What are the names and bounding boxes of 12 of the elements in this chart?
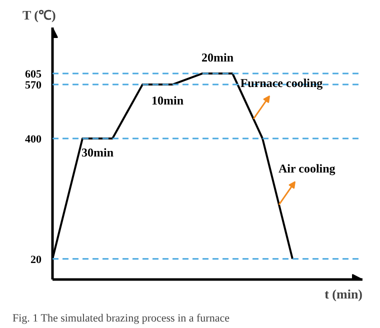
caption: Fig. 1 The simulated brazing process in a furnace <box>12 312 230 324</box>
y-tick-label: 570 <box>25 80 42 92</box>
annotation: Furnace cooling <box>240 76 323 90</box>
y-tick-label: 605 <box>25 68 42 80</box>
annotation: 20min <box>202 50 234 64</box>
annotation: 10min <box>152 94 184 108</box>
annotation: Air cooling <box>278 162 336 176</box>
annotation: 30min <box>82 145 114 160</box>
x-axis-title: t (min) <box>324 286 363 302</box>
y-tick-label: 20 <box>30 254 42 266</box>
y-axis-title: T (℃) <box>22 8 56 22</box>
y-tick-label: 400 <box>25 133 42 146</box>
